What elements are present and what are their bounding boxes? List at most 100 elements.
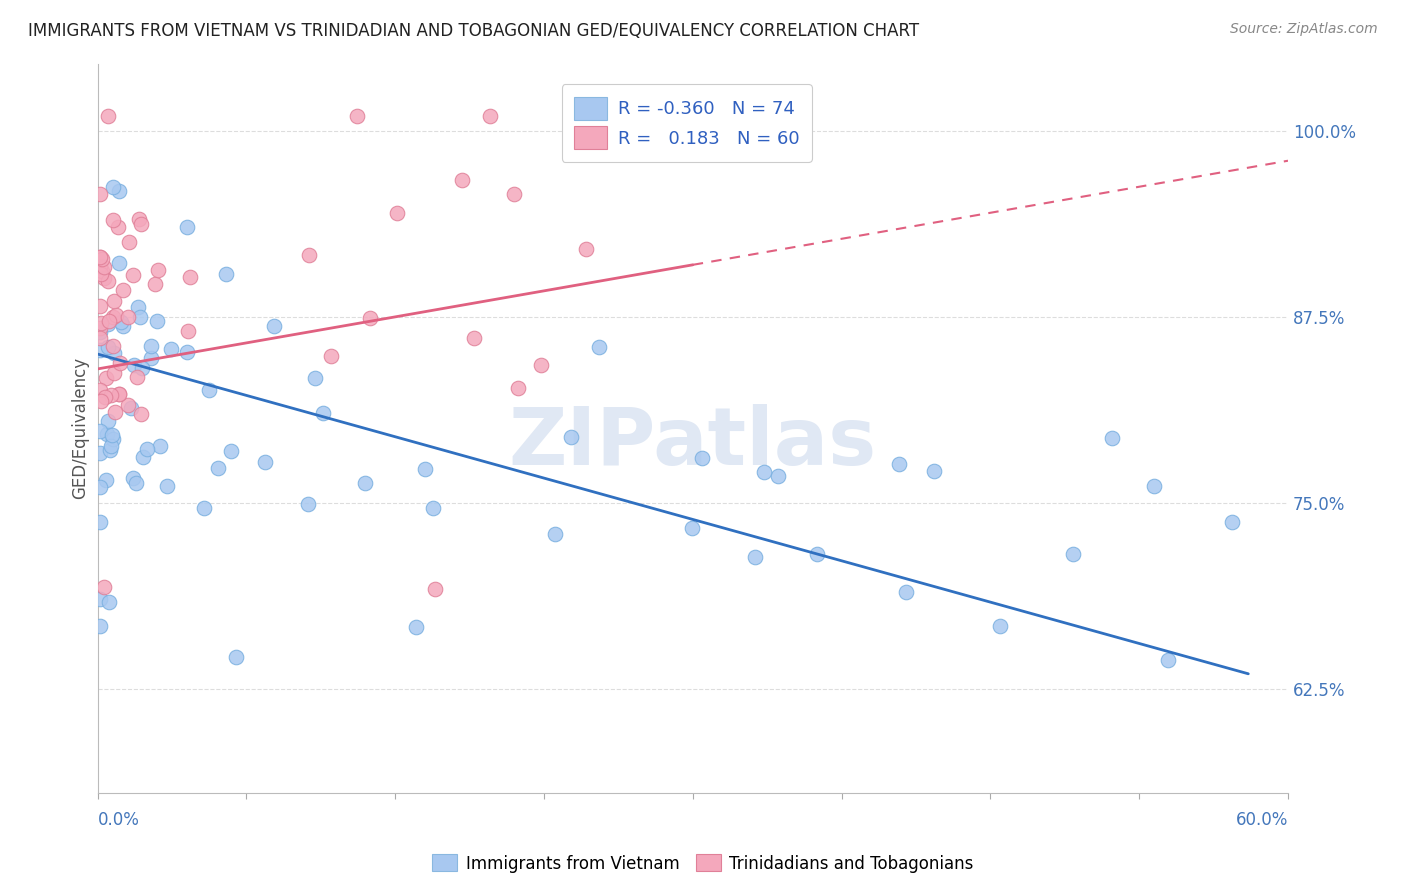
Point — [988, 619, 1011, 633]
Point — [89, 325, 111, 339]
Point — [544, 527, 567, 541]
Point — [312, 406, 335, 420]
Point — [101, 310, 124, 325]
Point — [103, 293, 125, 308]
Point — [146, 314, 169, 328]
Point — [1220, 515, 1243, 529]
Point — [122, 268, 145, 282]
Point — [97, 318, 120, 332]
Point — [103, 346, 125, 360]
Point — [304, 371, 326, 385]
Text: IMMIGRANTS FROM VIETNAM VS TRINIDADIAN AND TOBAGONIAN GED/EQUIVALENCY CORRELATIO: IMMIGRANTS FROM VIETNAM VS TRINIDADIAN A… — [28, 22, 920, 40]
Point — [156, 479, 179, 493]
Point — [107, 387, 129, 401]
Point — [97, 414, 120, 428]
Y-axis label: GED/Equivalency: GED/Equivalency — [72, 358, 89, 500]
Point — [503, 187, 526, 202]
Point — [744, 549, 766, 564]
Point — [145, 277, 167, 291]
Point — [219, 443, 242, 458]
Point — [478, 109, 501, 123]
Point — [118, 235, 141, 250]
Point — [89, 299, 111, 313]
Point — [131, 360, 153, 375]
Point — [405, 620, 427, 634]
Point — [103, 339, 125, 353]
Point — [100, 438, 122, 452]
Point — [97, 109, 120, 123]
Point — [101, 433, 124, 447]
Point — [354, 475, 377, 490]
Point — [889, 457, 911, 471]
Point — [690, 450, 713, 465]
Point — [1062, 547, 1084, 561]
Point — [89, 480, 111, 494]
Text: 60.0%: 60.0% — [1236, 811, 1288, 829]
Point — [111, 284, 134, 298]
Point — [588, 340, 610, 354]
Point — [179, 269, 201, 284]
Point — [96, 370, 118, 384]
Point — [253, 455, 276, 469]
Text: Source: ZipAtlas.com: Source: ZipAtlas.com — [1230, 22, 1378, 37]
Point — [413, 462, 436, 476]
Point — [359, 310, 381, 325]
Point — [90, 316, 112, 330]
Point — [422, 500, 444, 515]
Point — [922, 464, 945, 478]
Point — [108, 255, 131, 269]
Point — [97, 340, 120, 354]
Point — [89, 343, 111, 358]
Point — [297, 497, 319, 511]
Point — [103, 367, 125, 381]
Point — [321, 350, 343, 364]
Point — [894, 585, 917, 599]
Point — [108, 184, 131, 198]
Point — [560, 430, 582, 444]
Point — [1101, 431, 1123, 445]
Point — [506, 381, 529, 395]
Point — [193, 501, 215, 516]
Text: 0.0%: 0.0% — [97, 811, 139, 829]
Point — [139, 339, 162, 353]
Point — [122, 471, 145, 485]
Legend: R = -0.360   N = 74, R =   0.183   N = 60: R = -0.360 N = 74, R = 0.183 N = 60 — [562, 84, 811, 162]
Point — [215, 267, 238, 281]
Point — [160, 342, 183, 356]
Point — [530, 358, 553, 372]
Point — [129, 407, 152, 421]
Point — [110, 314, 132, 328]
Point — [100, 428, 122, 442]
Point — [108, 356, 131, 370]
Point — [766, 469, 789, 483]
Point — [93, 580, 115, 594]
Point — [754, 465, 776, 479]
Point — [89, 259, 111, 273]
Point — [146, 263, 169, 277]
Point — [89, 320, 111, 334]
Point — [207, 461, 229, 475]
Point — [89, 591, 111, 606]
Point — [89, 446, 111, 460]
Point — [89, 186, 111, 201]
Point — [103, 213, 125, 227]
Point — [682, 521, 704, 535]
Point — [100, 388, 122, 402]
Point — [93, 260, 115, 274]
Text: ZIPatlas: ZIPatlas — [509, 404, 877, 482]
Point — [98, 314, 121, 328]
Point — [1156, 652, 1178, 666]
Point — [127, 301, 149, 315]
Point — [132, 450, 155, 465]
Point — [104, 308, 127, 322]
Point — [103, 179, 125, 194]
Point — [93, 390, 115, 404]
Point — [89, 425, 111, 439]
Point — [128, 212, 150, 227]
Point — [806, 548, 828, 562]
Point — [149, 439, 172, 453]
Point — [89, 515, 111, 529]
Legend: Immigrants from Vietnam, Trinidadians and Tobagonians: Immigrants from Vietnam, Trinidadians an… — [426, 847, 980, 880]
Point — [575, 242, 598, 256]
Point — [98, 595, 121, 609]
